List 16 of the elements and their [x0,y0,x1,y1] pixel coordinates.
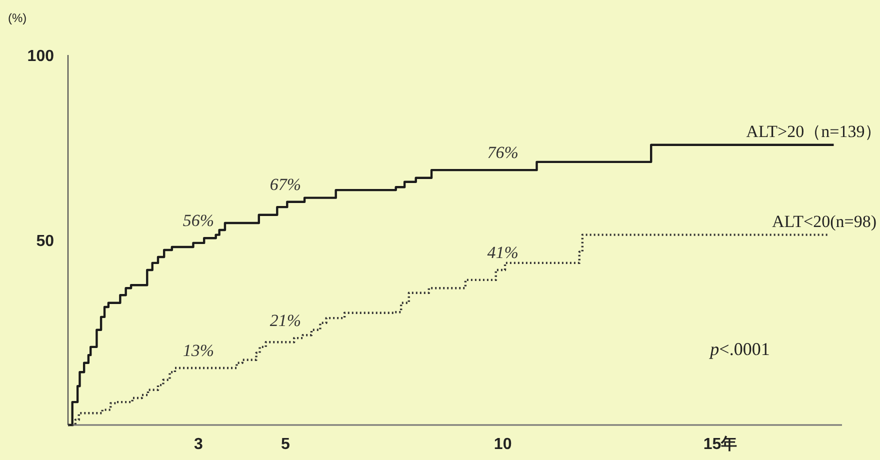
y-tick-label: 100 [27,48,54,65]
x-tick-label: 10 [494,436,512,453]
series-label: ALT>20（n=139） [746,122,880,141]
annotation: p<.0001 [708,339,770,359]
x-tick-label: 3 [194,436,203,453]
y-axis-title: (%) [8,11,27,25]
annotation: 76% [487,143,518,162]
annotation: 56% [182,211,214,230]
annotation: 41% [487,242,518,262]
annotation: 67% [270,174,301,194]
annotation: 13% [182,341,214,360]
y-tick-label: 50 [36,233,54,250]
x-tick-label: 15年 [703,435,738,453]
annotation: 21% [270,311,301,330]
x-tick-label: 5 [280,436,290,453]
series-label: ALT<20(n=98) [772,212,877,231]
